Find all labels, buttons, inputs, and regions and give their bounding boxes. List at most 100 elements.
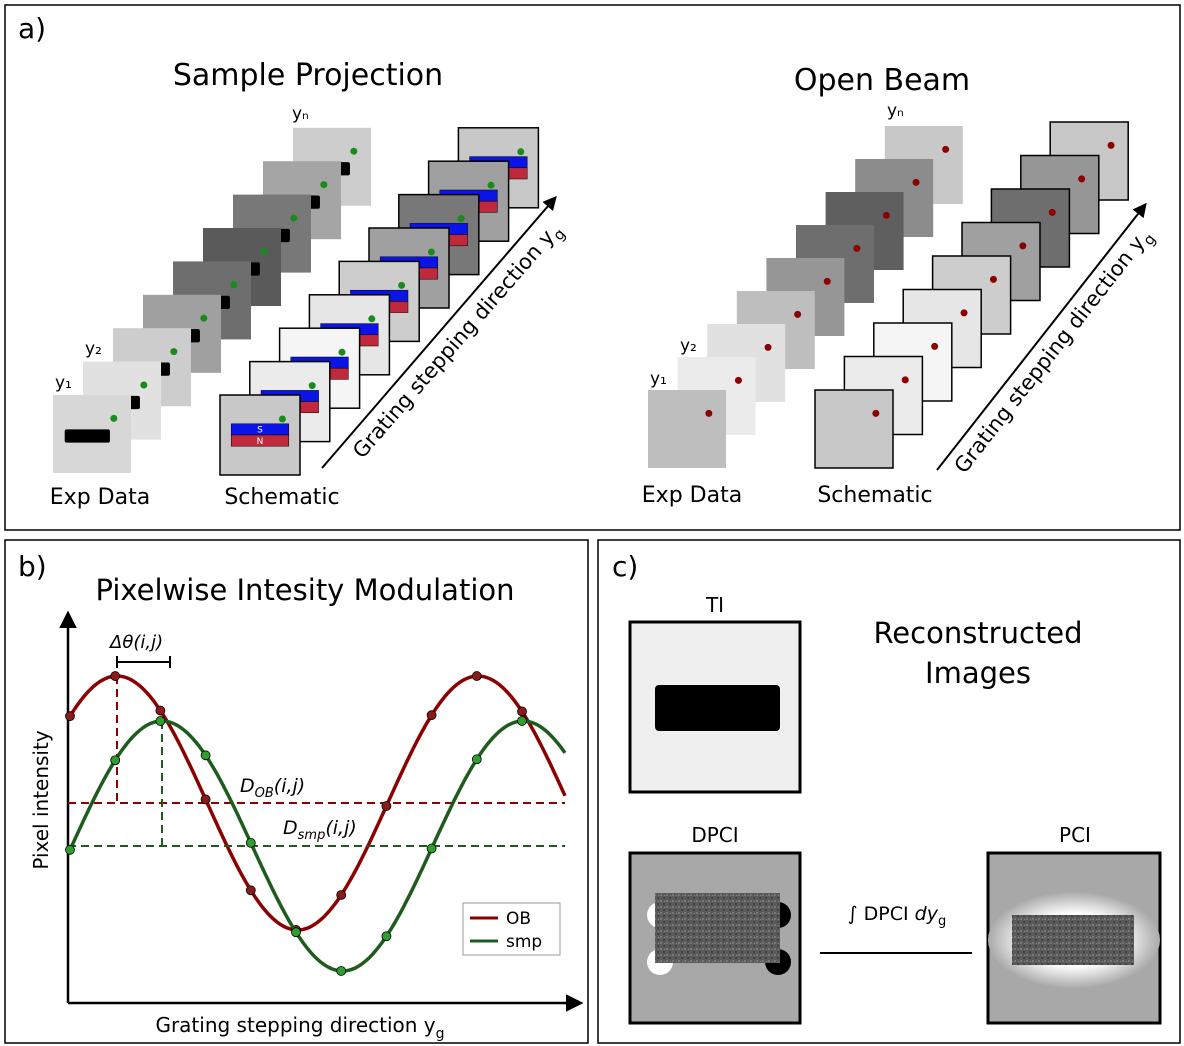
text: Grating stepping direction y — [155, 1013, 435, 1037]
sample-point — [201, 751, 210, 760]
sample-point — [472, 755, 481, 764]
caption: Schematic — [817, 483, 932, 508]
caption: Schematic — [224, 485, 339, 510]
marker-dot — [990, 276, 997, 283]
magnet-label: N — [257, 437, 264, 447]
annotation: Dsmp(i,j) — [283, 817, 357, 843]
sample-point — [472, 672, 481, 681]
marker-dot — [913, 179, 920, 186]
panel-label: c) — [612, 550, 638, 583]
caption: Exp Data — [642, 483, 742, 508]
frame-label: y₂ — [85, 339, 102, 359]
section-title: Reconstructed — [873, 616, 1082, 650]
frame-label: y₁ — [650, 369, 667, 389]
subscript: g — [436, 1026, 445, 1042]
sample-point — [337, 966, 346, 975]
panel-title: Pixelwise Intesity Modulation — [95, 573, 514, 607]
marker-dot — [140, 382, 147, 389]
sample-point — [337, 891, 346, 900]
marker-dot — [1108, 142, 1115, 149]
frame-label: y₁ — [55, 373, 72, 393]
image-label: PCI — [1059, 823, 1091, 847]
marker-dot — [853, 245, 860, 252]
sample-point — [111, 756, 120, 765]
subscript: smp — [298, 828, 326, 843]
frame — [648, 390, 726, 468]
marker-dot — [872, 410, 879, 417]
annotation: Δθ(i,j) — [108, 632, 163, 653]
marker-dot — [200, 315, 207, 322]
sample-point — [382, 932, 391, 941]
sample-point — [66, 712, 75, 721]
panel-title: Sample Projection — [173, 58, 443, 93]
marker-dot — [735, 377, 742, 384]
frame-label: y₂ — [680, 336, 697, 356]
marker-dot — [309, 382, 316, 389]
panel-label: a) — [18, 12, 46, 45]
sample-point — [111, 672, 120, 681]
marker-dot — [398, 282, 405, 289]
sample-point — [201, 795, 210, 804]
panel-label: b) — [18, 550, 47, 583]
magnet-label: S — [257, 426, 263, 436]
marker-dot — [517, 148, 524, 155]
figure: a) Sample Projection Open Beam Exp Data … — [0, 0, 1184, 1046]
sample-point — [518, 707, 527, 716]
marker-dot — [942, 146, 949, 153]
marker-dot — [320, 181, 327, 188]
text: ∫ DPCI — [848, 903, 915, 925]
annotation: DOB(i,j) — [240, 775, 305, 801]
marker-dot — [961, 309, 968, 316]
marker-dot — [260, 248, 267, 255]
sample-point — [246, 886, 255, 895]
sample-point — [292, 928, 301, 937]
sample-point — [156, 717, 165, 726]
marker-dot — [883, 212, 890, 219]
operation-label: ∫ DPCI dyg — [848, 903, 947, 929]
marker-dot — [794, 311, 801, 318]
marker-dot — [230, 281, 237, 288]
text: dy — [915, 903, 939, 925]
dpci-object — [655, 893, 780, 963]
marker-dot — [1078, 175, 1085, 182]
marker-dot — [339, 349, 346, 356]
sample-point — [156, 706, 165, 715]
image-label: DPCI — [691, 823, 738, 847]
sample-point — [66, 845, 75, 854]
marker-dot — [1019, 242, 1026, 249]
frame-label: yₙ — [292, 104, 309, 124]
section-title: Images — [925, 656, 1031, 690]
marker-dot — [290, 215, 297, 222]
marker-dot — [931, 343, 938, 350]
marker-dot — [428, 249, 435, 256]
marker-dot — [170, 348, 177, 355]
marker-dot — [368, 315, 375, 322]
caption: Exp Data — [50, 485, 150, 510]
frame-label: yₙ — [887, 101, 904, 121]
marker-dot — [705, 410, 712, 417]
panel-title: Open Beam — [794, 63, 970, 98]
marker-dot — [458, 215, 465, 222]
text: D — [240, 775, 255, 797]
ti-object — [655, 685, 780, 731]
frame — [815, 390, 893, 468]
sample-point — [427, 844, 436, 853]
text: (i,j) — [274, 775, 305, 797]
legend-label: OB — [506, 909, 531, 929]
text: D — [283, 817, 298, 839]
subscript: g — [938, 914, 946, 929]
x-axis-label: Grating stepping direction yg — [155, 1013, 444, 1042]
sample-point — [427, 711, 436, 720]
object — [65, 429, 110, 442]
marker-dot — [1049, 209, 1056, 216]
y-axis-label: Pixel intensity — [29, 730, 53, 869]
subscript: OB — [255, 786, 274, 801]
pci-object — [1012, 915, 1134, 965]
marker-dot — [488, 182, 495, 189]
marker-dot — [765, 344, 772, 351]
sample-point — [246, 838, 255, 847]
marker-dot — [824, 278, 831, 285]
text: (i,j) — [325, 817, 356, 839]
marker-dot — [350, 148, 357, 155]
